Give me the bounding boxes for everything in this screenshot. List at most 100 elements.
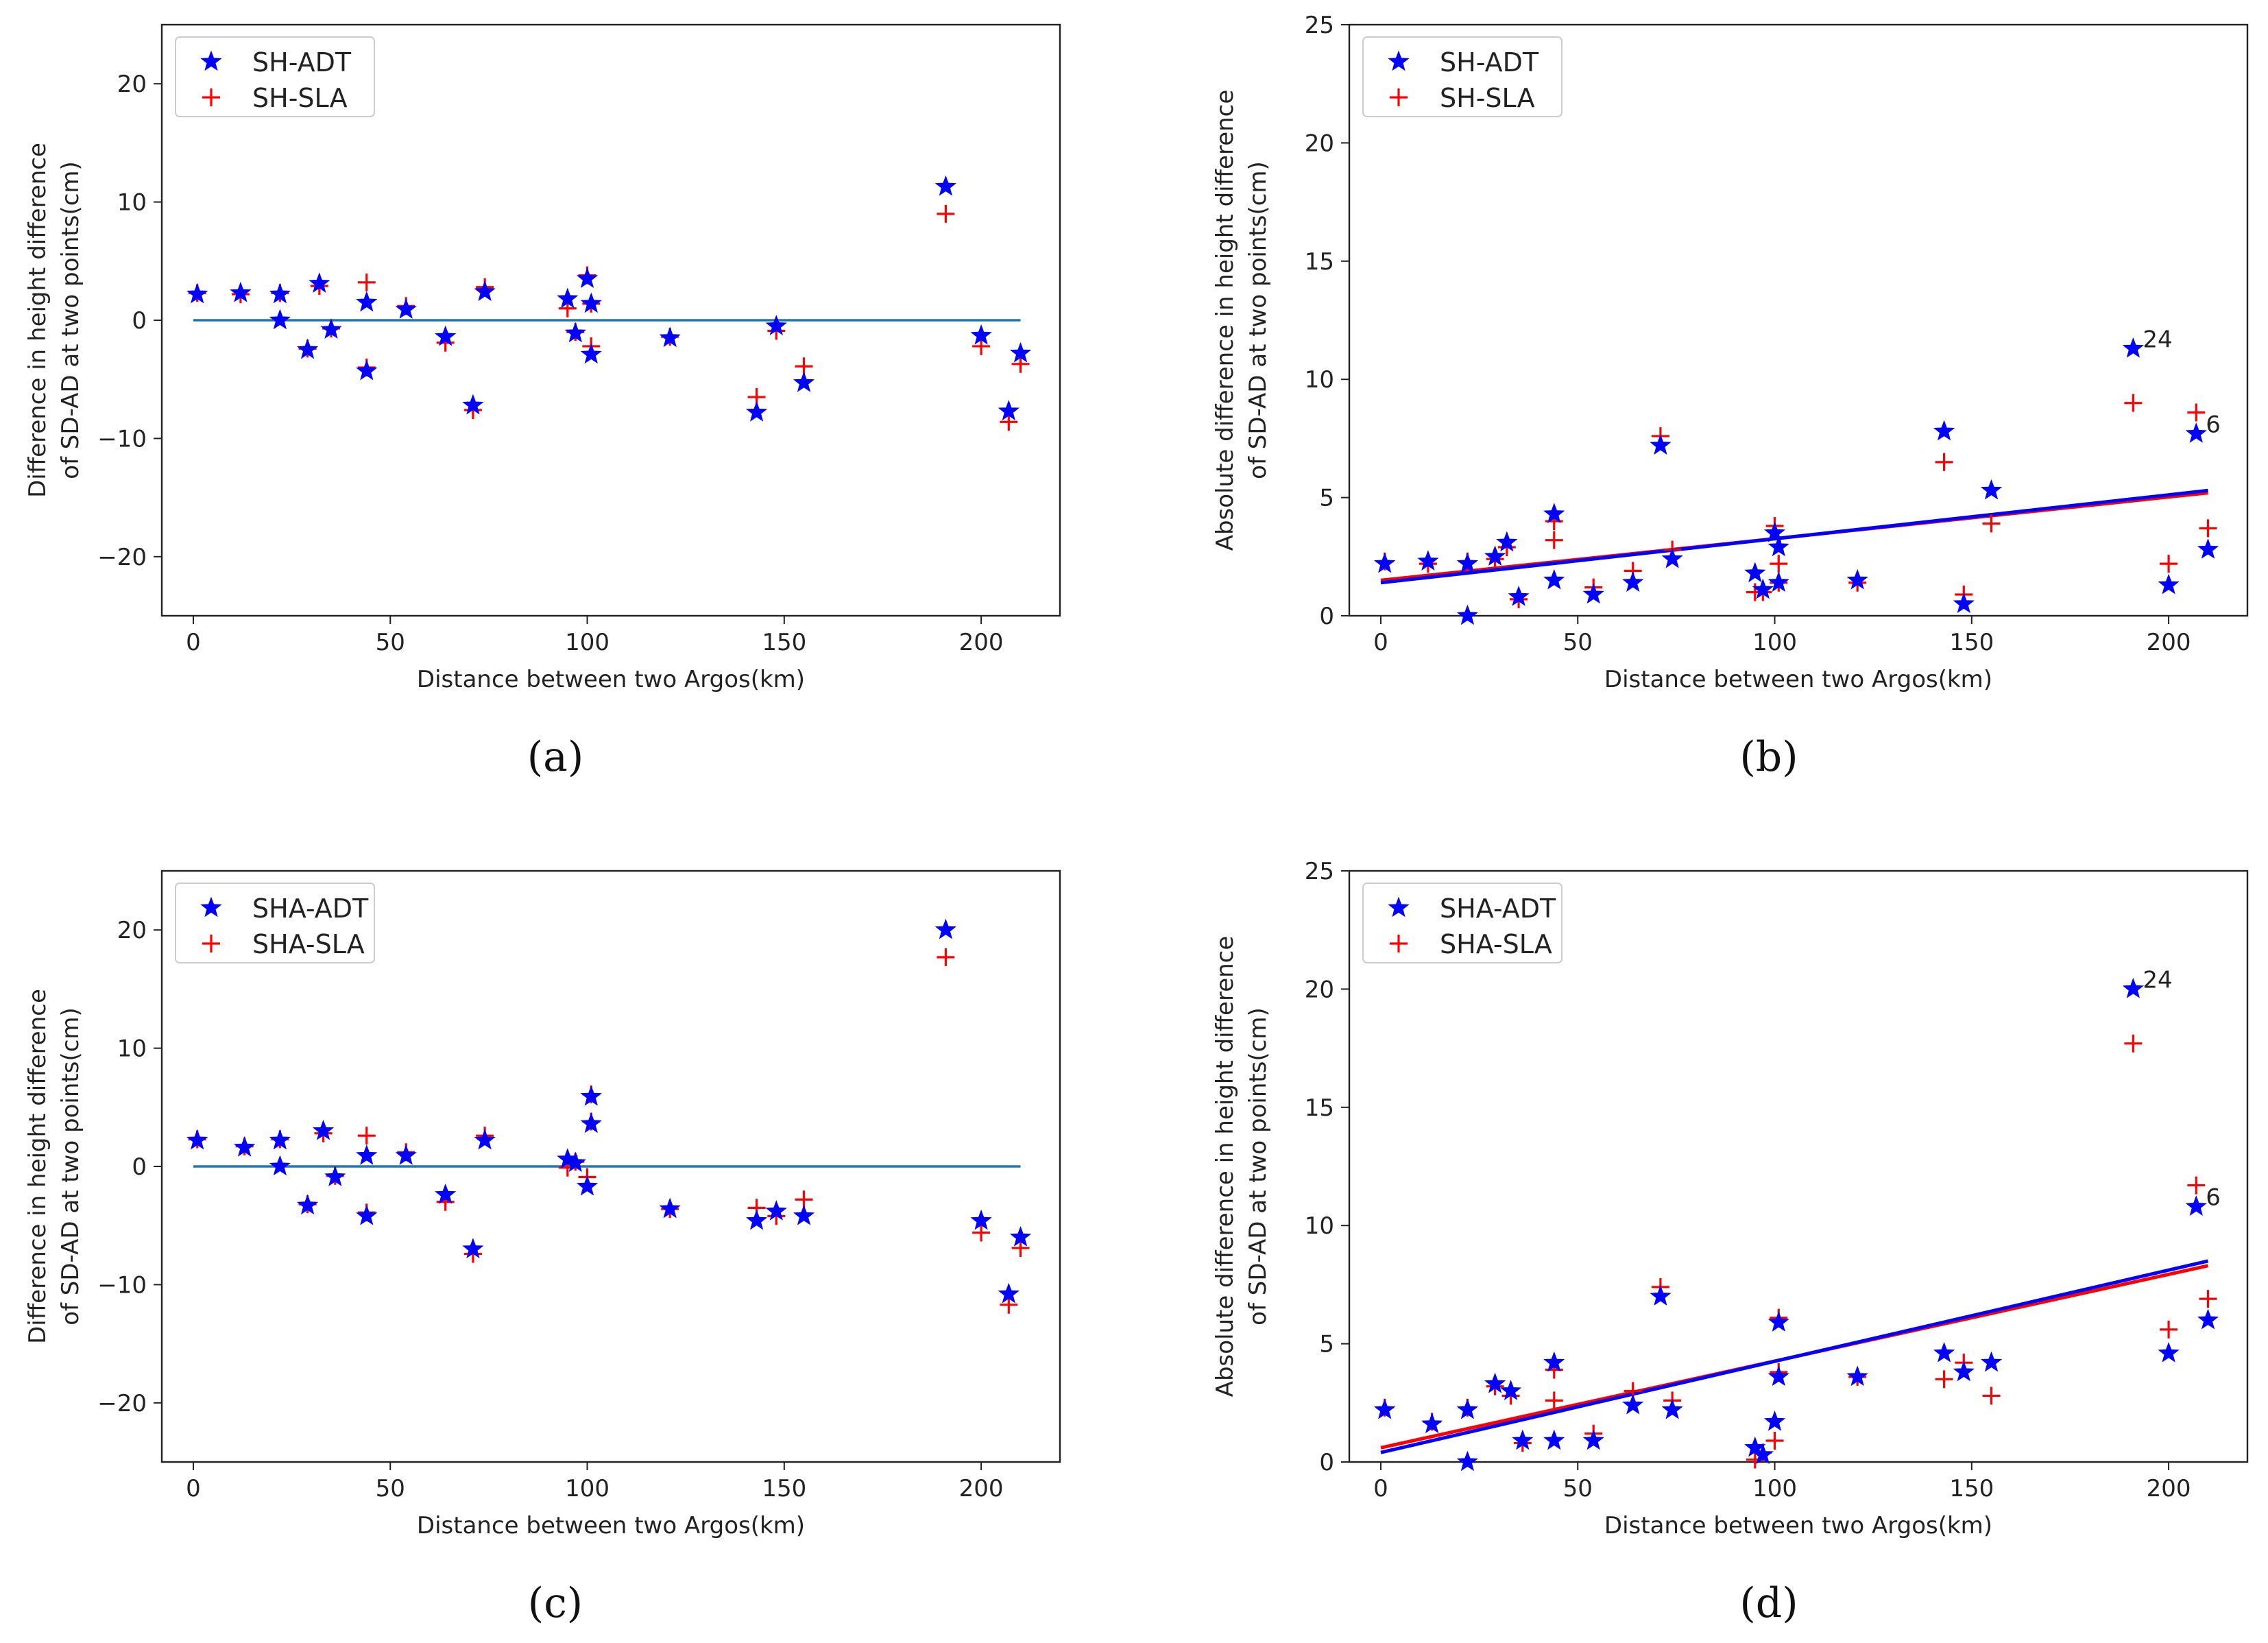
legend-label-adt: SH-ADT <box>252 47 352 77</box>
sla-point <box>1935 1370 1953 1389</box>
adt-point <box>1650 1285 1672 1306</box>
adt-point <box>557 287 579 309</box>
adt-point <box>1622 571 1644 592</box>
adt-point <box>970 324 992 345</box>
legend: SH-ADT SH-SLA <box>175 36 375 117</box>
adt-point <box>269 283 291 304</box>
adt-point <box>356 291 378 312</box>
legend-label-sla: SHA-SLA <box>252 929 365 959</box>
x-axis-label: Distance between two Argos(km) <box>417 666 805 693</box>
adt-point <box>564 1151 586 1173</box>
adt-point <box>1661 1398 1683 1419</box>
sla-point <box>1545 531 1563 549</box>
x-tick-label: 0 <box>1373 629 1388 656</box>
y-tick-label: 0 <box>132 1153 147 1181</box>
adt-point <box>1456 552 1478 573</box>
adt-point <box>580 343 602 364</box>
x-tick-label: 0 <box>186 1475 201 1502</box>
y-tick-label: −10 <box>97 1271 147 1299</box>
adt-point <box>564 322 586 343</box>
adt-point <box>1582 583 1604 604</box>
x-tick-label: 150 <box>762 1475 806 1502</box>
y-axis-label-line2: of SD-AD at two points(cm) <box>57 1007 84 1326</box>
y-tick-label: 10 <box>117 1035 147 1063</box>
adt-point <box>1456 1450 1478 1472</box>
legend-label-adt: SH-ADT <box>1440 47 1539 77</box>
legend-label-sla: SH-SLA <box>1440 83 1535 113</box>
adt-point <box>186 1129 208 1150</box>
adt-point <box>765 1200 787 1221</box>
x-tick-label: 200 <box>2147 629 2191 656</box>
legend-box <box>1362 36 1563 117</box>
adt-point <box>395 298 417 319</box>
adt-point <box>1622 1393 1644 1415</box>
adt-point <box>2122 337 2144 358</box>
legend-box <box>175 883 375 963</box>
y-tick-label: 20 <box>117 917 147 944</box>
y-tick-label: −10 <box>97 425 147 453</box>
sla-point <box>1545 1391 1563 1410</box>
y-tick-label: 0 <box>1319 1449 1334 1476</box>
y-tick-label: 5 <box>1319 1331 1334 1358</box>
adt-point <box>1543 568 1565 590</box>
legend: SHA-ADT SHA-SLA <box>1362 883 1563 963</box>
adt-point <box>2158 573 2180 595</box>
legend-adt-marker <box>1388 896 1410 918</box>
x-axis-label: Distance between two Argos(km) <box>1604 666 1992 693</box>
sla-point <box>2124 394 2143 412</box>
adt-point <box>1512 1429 1534 1450</box>
y-tick-label: 15 <box>1305 248 1334 276</box>
y-tick-label: 0 <box>1319 603 1334 630</box>
adt-point <box>296 1194 319 1215</box>
x-tick-label: 150 <box>1949 629 1994 656</box>
data-points <box>186 918 1032 1314</box>
adt-point <box>1763 1410 1786 1431</box>
y-tick-label: 0 <box>132 307 147 335</box>
x-tick-label: 100 <box>1752 1475 1797 1502</box>
sla-point <box>357 1127 376 1145</box>
panel-caption: (c) <box>528 1579 583 1627</box>
adt-fit-line <box>1380 488 2208 585</box>
y-tick-label: −20 <box>97 1390 147 1417</box>
y-tick-label: 10 <box>1305 366 1334 394</box>
adt-point <box>1456 1398 1478 1419</box>
y-axis-label-line1: Absolute difference in height difference <box>1211 90 1239 551</box>
adt-point <box>462 1238 484 1258</box>
adt-point <box>2122 977 2144 998</box>
panel-a: 0 50 100 150 200 −20 −10 0 10 20 Distance between … <box>24 23 1061 781</box>
y-tick-label: 25 <box>1305 12 1334 39</box>
adt-point <box>1980 1351 2003 1372</box>
y-tick-label: 15 <box>1305 1094 1334 1122</box>
sla-point <box>1935 453 1953 471</box>
adt-point <box>435 1183 457 1204</box>
x-tick-label: 150 <box>1949 1475 1994 1502</box>
adt-point <box>576 1175 599 1196</box>
adt-point <box>1582 1429 1604 1450</box>
panel-caption: (b) <box>1739 733 1798 781</box>
sla-point <box>937 948 955 966</box>
adt-point <box>2185 422 2207 443</box>
sla-point <box>2187 403 2206 422</box>
adt-point <box>934 175 956 196</box>
panel-caption: (d) <box>1739 1579 1798 1627</box>
x-tick-label: 50 <box>1563 1475 1593 1502</box>
y-tick-label: 10 <box>117 189 147 217</box>
adt-point <box>296 338 319 359</box>
adt-point <box>309 272 330 293</box>
adt-point <box>269 1129 291 1150</box>
adt-point <box>580 1112 602 1134</box>
x-tick-label: 0 <box>1373 1475 1388 1502</box>
data-points <box>186 175 1032 431</box>
adt-point <box>1763 521 1786 542</box>
legend-label-adt: SHA-ADT <box>252 894 369 924</box>
sla-point <box>1982 514 2001 533</box>
legend-sla-marker <box>1390 88 1408 106</box>
adt-point <box>1661 547 1683 568</box>
adt-point <box>312 1119 335 1140</box>
adt-point <box>1768 536 1789 557</box>
panel-caption: (a) <box>527 733 584 781</box>
y-axis-label-line2: of SD-AD at two points(cm) <box>1244 161 1272 479</box>
adt-point <box>998 400 1020 421</box>
adt-point <box>1768 1311 1789 1332</box>
